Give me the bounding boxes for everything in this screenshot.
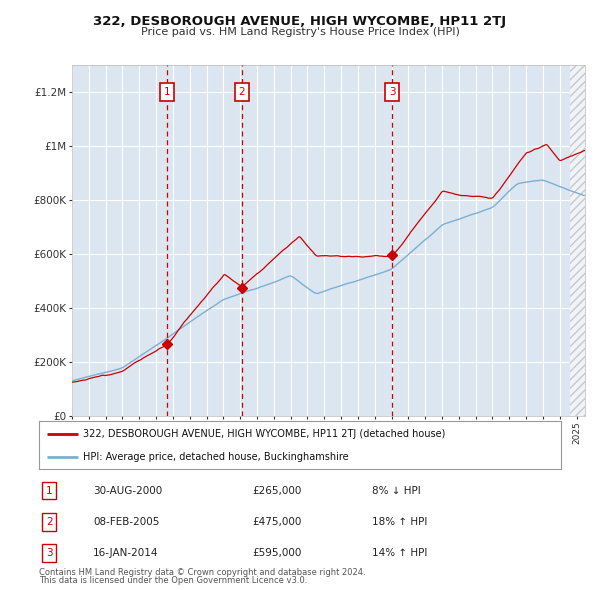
Text: 14% ↑ HPI: 14% ↑ HPI bbox=[372, 548, 427, 558]
Text: £595,000: £595,000 bbox=[252, 548, 301, 558]
Text: 3: 3 bbox=[46, 548, 53, 558]
Text: £265,000: £265,000 bbox=[252, 486, 301, 496]
Text: 2: 2 bbox=[46, 517, 53, 527]
Text: 18% ↑ HPI: 18% ↑ HPI bbox=[372, 517, 427, 527]
Text: This data is licensed under the Open Government Licence v3.0.: This data is licensed under the Open Gov… bbox=[39, 576, 307, 585]
Bar bbox=[570, 65, 587, 416]
Text: 3: 3 bbox=[389, 87, 395, 97]
Bar bbox=[570, 65, 587, 416]
Text: 1: 1 bbox=[46, 486, 53, 496]
Text: HPI: Average price, detached house, Buckinghamshire: HPI: Average price, detached house, Buck… bbox=[83, 452, 349, 462]
Text: 2: 2 bbox=[239, 87, 245, 97]
Text: 322, DESBOROUGH AVENUE, HIGH WYCOMBE, HP11 2TJ (detached house): 322, DESBOROUGH AVENUE, HIGH WYCOMBE, HP… bbox=[83, 429, 446, 439]
Text: Price paid vs. HM Land Registry's House Price Index (HPI): Price paid vs. HM Land Registry's House … bbox=[140, 27, 460, 37]
Text: 8% ↓ HPI: 8% ↓ HPI bbox=[372, 486, 421, 496]
Text: £475,000: £475,000 bbox=[252, 517, 301, 527]
Text: 1: 1 bbox=[164, 87, 170, 97]
Text: Contains HM Land Registry data © Crown copyright and database right 2024.: Contains HM Land Registry data © Crown c… bbox=[39, 568, 365, 577]
Text: 08-FEB-2005: 08-FEB-2005 bbox=[93, 517, 160, 527]
Text: 30-AUG-2000: 30-AUG-2000 bbox=[93, 486, 162, 496]
Text: 322, DESBOROUGH AVENUE, HIGH WYCOMBE, HP11 2TJ: 322, DESBOROUGH AVENUE, HIGH WYCOMBE, HP… bbox=[94, 15, 506, 28]
Text: 16-JAN-2014: 16-JAN-2014 bbox=[93, 548, 158, 558]
